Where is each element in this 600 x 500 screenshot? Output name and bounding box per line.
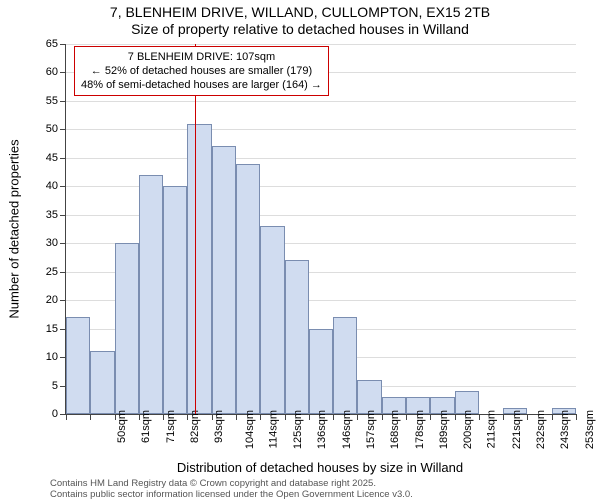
annotation-line-3: 48% of semi-detached houses are larger (… bbox=[81, 79, 322, 91]
y-tick bbox=[60, 215, 66, 216]
x-tick bbox=[479, 414, 480, 420]
y-tick-label: 0 bbox=[30, 408, 58, 420]
histogram-bar bbox=[163, 186, 187, 414]
x-tick bbox=[406, 414, 407, 420]
x-tick bbox=[187, 414, 188, 420]
x-tick-label: 232sqm bbox=[535, 410, 547, 449]
y-tick-label: 30 bbox=[30, 237, 58, 249]
annotation-line-2: ← 52% of detached houses are smaller (17… bbox=[91, 65, 312, 77]
x-tick bbox=[66, 414, 67, 420]
histogram-bar bbox=[212, 146, 236, 414]
y-tick bbox=[60, 101, 66, 102]
x-tick bbox=[552, 414, 553, 420]
x-tick-label: 168sqm bbox=[389, 410, 401, 449]
x-tick bbox=[430, 414, 431, 420]
title-line-1: 7, BLENHEIM DRIVE, WILLAND, CULLOMPTON, … bbox=[110, 4, 490, 20]
y-tick bbox=[60, 300, 66, 301]
x-tick bbox=[139, 414, 140, 420]
x-tick-label: 243sqm bbox=[559, 410, 571, 449]
x-tick-label: 157sqm bbox=[365, 410, 377, 449]
x-tick-label: 61sqm bbox=[140, 410, 152, 443]
histogram-bar bbox=[115, 243, 139, 414]
y-tick bbox=[60, 129, 66, 130]
x-tick bbox=[212, 414, 213, 420]
y-tick bbox=[60, 272, 66, 273]
y-tick-label: 55 bbox=[30, 95, 58, 107]
histogram-bar bbox=[139, 175, 163, 414]
x-tick bbox=[576, 414, 577, 420]
histogram-bar bbox=[333, 317, 357, 414]
x-tick bbox=[285, 414, 286, 420]
x-tick-label: 200sqm bbox=[462, 410, 474, 449]
y-axis-label: Number of detached properties bbox=[7, 139, 22, 318]
x-tick-label: 82sqm bbox=[189, 410, 201, 443]
x-tick bbox=[503, 414, 504, 420]
histogram-bar bbox=[309, 329, 333, 414]
y-tick-label: 65 bbox=[30, 38, 58, 50]
y-tick-label: 60 bbox=[30, 66, 58, 78]
x-tick-label: 136sqm bbox=[317, 410, 329, 449]
footer-attribution: Contains HM Land Registry data © Crown c… bbox=[50, 478, 413, 500]
x-tick-label: 221sqm bbox=[511, 410, 523, 449]
y-tick-label: 10 bbox=[30, 351, 58, 363]
histogram-bar bbox=[66, 317, 90, 414]
y-tick bbox=[60, 186, 66, 187]
histogram-bar bbox=[187, 124, 211, 414]
x-tick-label: 189sqm bbox=[438, 410, 450, 449]
y-tick bbox=[60, 243, 66, 244]
x-tick bbox=[163, 414, 164, 420]
x-tick bbox=[455, 414, 456, 420]
x-tick bbox=[115, 414, 116, 420]
y-tick bbox=[60, 72, 66, 73]
annotation-box: 7 BLENHEIM DRIVE: 107sqm ← 52% of detache… bbox=[74, 46, 329, 96]
x-axis-label: Distribution of detached houses by size … bbox=[65, 460, 575, 475]
gridline bbox=[66, 44, 576, 45]
footer-line-2: Contains public sector information licen… bbox=[50, 489, 413, 500]
histogram-bar bbox=[90, 351, 114, 414]
footer-line-1: Contains HM Land Registry data © Crown c… bbox=[50, 478, 376, 489]
x-tick bbox=[309, 414, 310, 420]
x-tick-label: 71sqm bbox=[165, 410, 177, 443]
x-tick-label: 211sqm bbox=[486, 410, 498, 448]
x-tick-label: 146sqm bbox=[341, 410, 353, 449]
chart-title: 7, BLENHEIM DRIVE, WILLAND, CULLOMPTON, … bbox=[0, 4, 600, 38]
y-tick bbox=[60, 158, 66, 159]
histogram-bar bbox=[236, 164, 260, 414]
x-tick-label: 114sqm bbox=[267, 410, 279, 448]
y-tick-label: 15 bbox=[30, 323, 58, 335]
x-tick-label: 253sqm bbox=[584, 410, 596, 449]
x-tick-label: 93sqm bbox=[213, 410, 225, 443]
annotation-line-1: 7 BLENHEIM DRIVE: 107sqm bbox=[128, 51, 275, 63]
y-tick-label: 25 bbox=[30, 266, 58, 278]
x-tick bbox=[382, 414, 383, 420]
x-tick bbox=[357, 414, 358, 420]
gridline bbox=[66, 158, 576, 159]
x-tick-label: 104sqm bbox=[244, 410, 256, 449]
x-tick bbox=[236, 414, 237, 420]
reference-line bbox=[195, 44, 196, 414]
y-tick bbox=[60, 44, 66, 45]
x-tick bbox=[527, 414, 528, 420]
y-tick-label: 50 bbox=[30, 123, 58, 135]
y-tick-label: 20 bbox=[30, 294, 58, 306]
x-tick bbox=[90, 414, 91, 420]
x-tick-label: 125sqm bbox=[292, 410, 304, 449]
histogram-bar bbox=[357, 380, 381, 414]
title-line-2: Size of property relative to detached ho… bbox=[131, 21, 469, 37]
plot-area: 0510152025303540455055606550sqm61sqm71sq… bbox=[65, 44, 576, 415]
x-tick-label: 178sqm bbox=[414, 410, 426, 449]
y-tick-label: 40 bbox=[30, 180, 58, 192]
x-tick-label: 50sqm bbox=[116, 410, 128, 443]
gridline bbox=[66, 129, 576, 130]
gridline bbox=[66, 101, 576, 102]
y-tick-label: 35 bbox=[30, 209, 58, 221]
x-tick bbox=[260, 414, 261, 420]
histogram-bar bbox=[260, 226, 284, 414]
x-tick bbox=[333, 414, 334, 420]
y-tick-label: 5 bbox=[30, 380, 58, 392]
y-tick-label: 45 bbox=[30, 152, 58, 164]
histogram-bar bbox=[285, 260, 309, 414]
